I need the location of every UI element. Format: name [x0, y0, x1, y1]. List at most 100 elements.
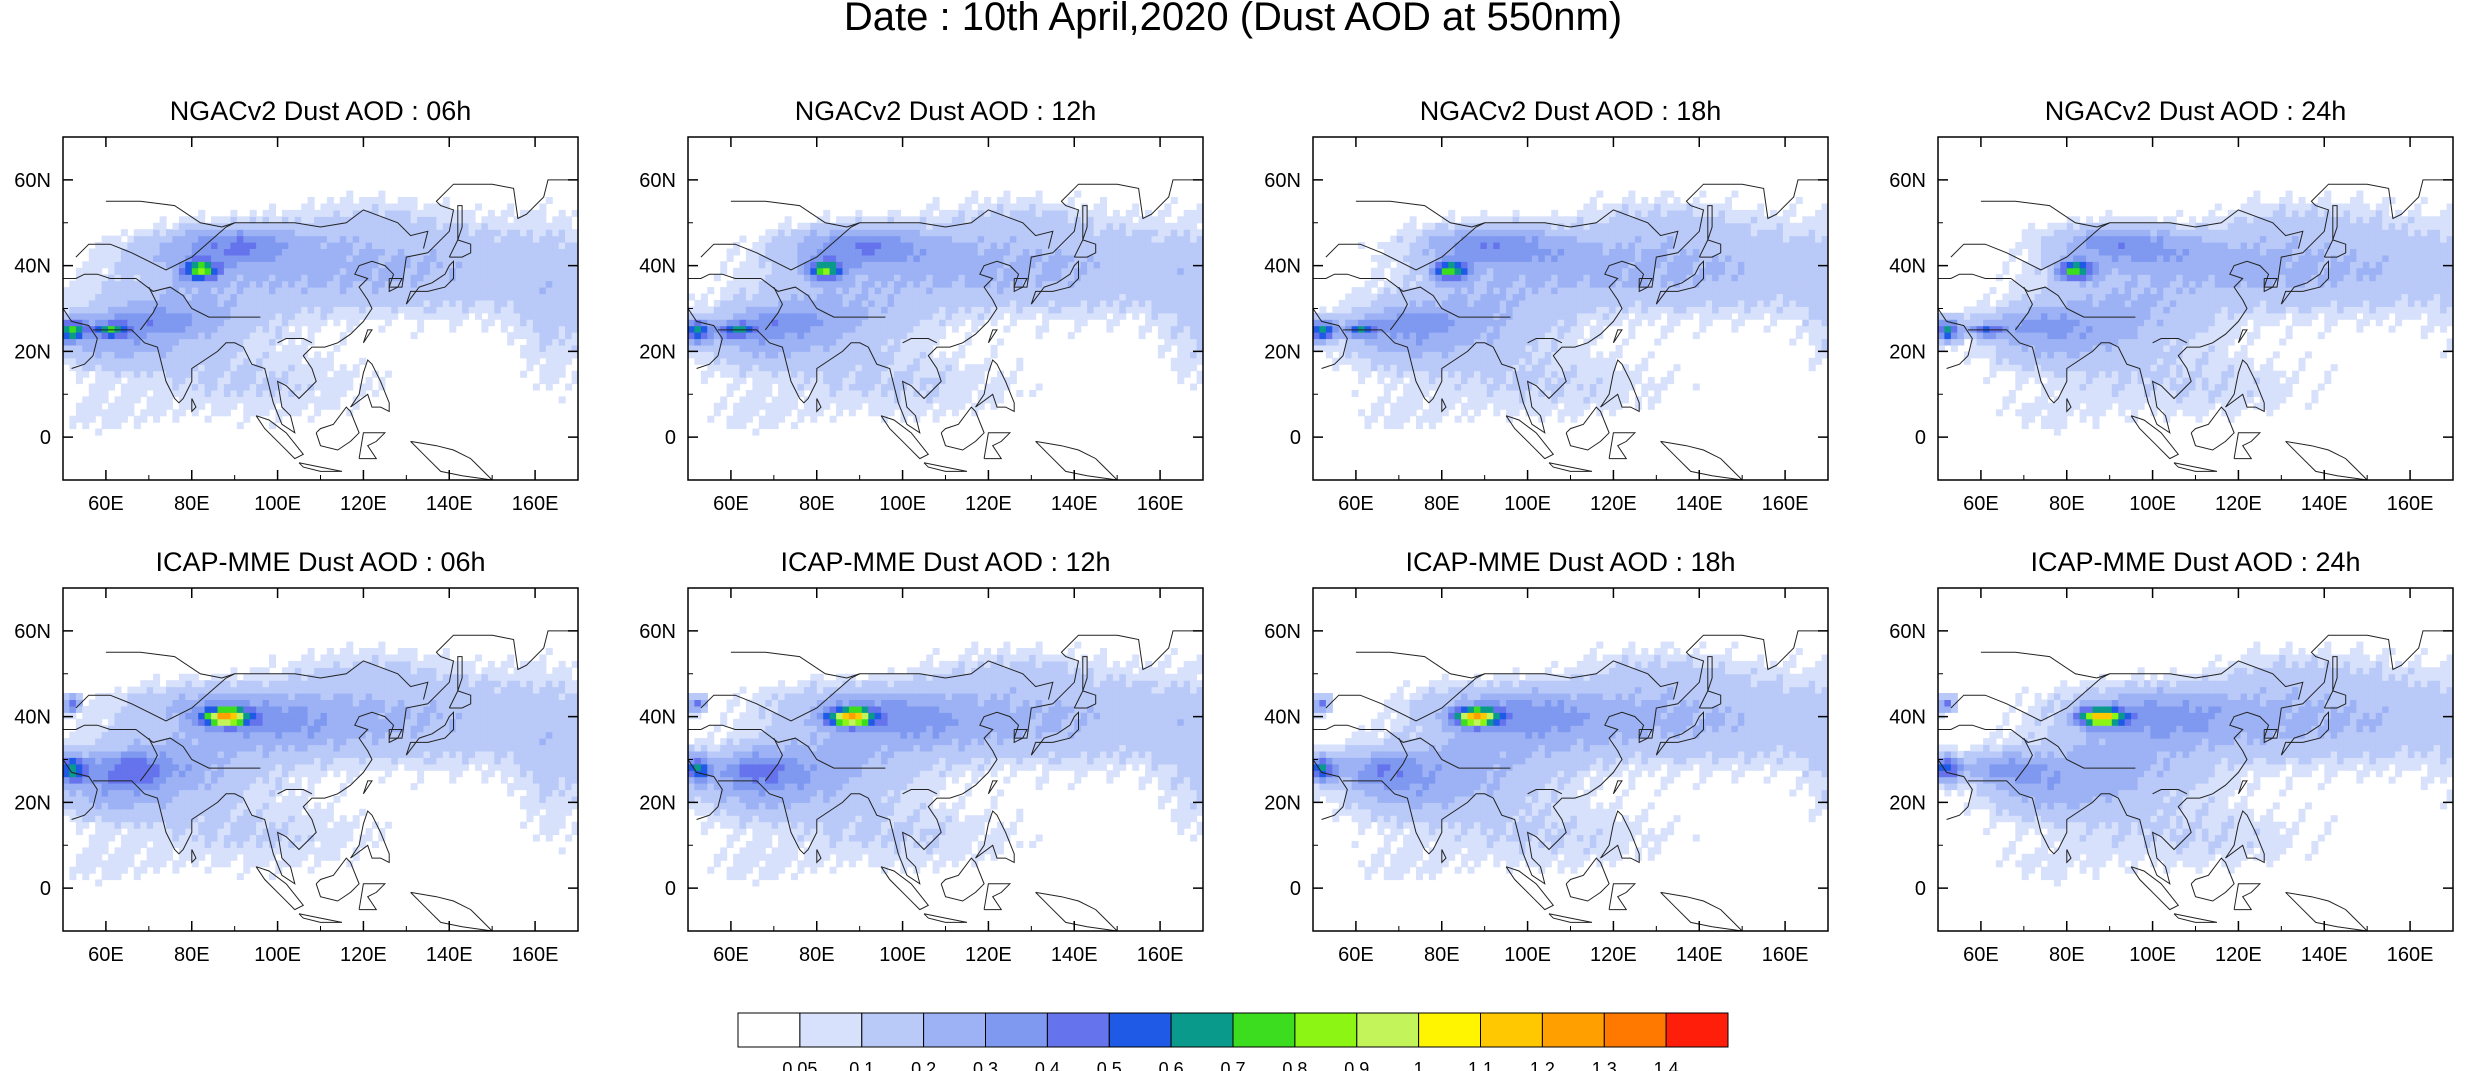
aod-cell — [842, 364, 850, 372]
aod-cell — [500, 254, 508, 262]
aod-cell — [1106, 293, 1114, 301]
aod-cell — [765, 312, 773, 320]
aod-cell — [320, 370, 328, 378]
aod-cell — [333, 370, 341, 378]
aod-cell — [307, 235, 315, 243]
aod-cell — [108, 267, 116, 275]
aod-cell — [887, 267, 895, 275]
aod-cell — [919, 319, 927, 327]
aod-cell — [919, 357, 927, 365]
aod-cell — [442, 222, 450, 230]
aod-cell — [101, 312, 109, 320]
aod-cell — [1531, 357, 1539, 365]
aod-cell — [301, 248, 309, 256]
aod-cell — [945, 402, 953, 410]
aod-cell — [829, 293, 837, 301]
aod-cell — [108, 383, 116, 391]
aod-cell — [1531, 344, 1539, 352]
aod-cell — [900, 325, 908, 333]
aod-cell — [964, 248, 972, 256]
aod-cell — [417, 267, 425, 275]
aod-cell — [700, 332, 708, 340]
aod-cell — [913, 280, 921, 288]
aod-cell — [1016, 203, 1024, 211]
aod-cell — [900, 274, 908, 282]
aod-cell — [571, 332, 578, 340]
aod-cell — [861, 299, 869, 307]
aod-cell — [887, 402, 895, 410]
coastline — [405, 260, 454, 305]
aod-cell — [204, 306, 212, 314]
aod-cell — [108, 402, 116, 410]
aod-cell — [1016, 299, 1024, 307]
aod-cell — [707, 319, 715, 327]
aod-cell — [314, 312, 322, 320]
aod-cell — [1190, 274, 1198, 282]
aod-cell — [159, 396, 167, 404]
aod-cell — [958, 274, 966, 282]
aod-cell — [204, 370, 212, 378]
aod-cell — [900, 229, 908, 237]
aod-cell — [1119, 222, 1127, 230]
aod-cell — [720, 319, 728, 327]
aod-cell — [1151, 216, 1159, 224]
aod-cell — [82, 280, 90, 288]
aod-cell — [894, 229, 901, 237]
aod-cell — [552, 267, 560, 275]
aod-cell — [301, 274, 309, 282]
aod-cell — [442, 216, 450, 224]
aod-cell — [900, 293, 908, 301]
aod-cell — [1506, 377, 1514, 385]
aod-cell — [1512, 390, 1520, 397]
aod-cell — [726, 332, 734, 340]
aod-cell — [1461, 222, 1469, 230]
aod-cell — [198, 357, 206, 365]
aod-cell — [281, 293, 289, 301]
aod-cell — [733, 306, 741, 314]
aod-cell — [243, 254, 251, 262]
aod-cell — [1029, 197, 1037, 204]
aod-cell — [249, 312, 257, 320]
aod-cell — [262, 402, 270, 410]
aod-cell — [951, 222, 959, 230]
aod-cell — [913, 377, 921, 385]
aod-cell — [487, 299, 495, 307]
aod-cell — [352, 402, 360, 410]
aod-cell — [1422, 415, 1430, 423]
aod-cell — [1409, 222, 1417, 230]
aod-cell — [539, 280, 547, 288]
aod-cell — [1467, 229, 1475, 237]
aod-cell — [326, 274, 334, 282]
aod-cell — [803, 261, 811, 269]
aod-cell — [1196, 216, 1203, 224]
aod-cell — [249, 274, 257, 282]
aod-cell — [1403, 319, 1411, 327]
aod-cell — [346, 235, 354, 243]
aod-cell — [230, 325, 238, 333]
aod-cell — [1461, 409, 1469, 417]
aod-cell — [771, 377, 779, 385]
aod-cell — [455, 299, 463, 307]
aod-cell — [372, 299, 379, 307]
aod-cell — [269, 287, 276, 295]
aod-cell — [1016, 248, 1024, 256]
aod-cell — [1461, 344, 1469, 352]
aod-cell — [1132, 274, 1140, 282]
aod-cell — [346, 287, 354, 295]
aod-cell — [919, 254, 927, 262]
aod-cell — [1525, 254, 1533, 262]
aod-cell — [784, 229, 792, 237]
aod-cell — [565, 357, 573, 365]
aod-cell — [816, 267, 824, 275]
aod-cell — [294, 402, 302, 410]
aod-cell — [236, 216, 244, 224]
aod-cell — [314, 383, 322, 391]
aod-cell — [243, 338, 251, 346]
aod-cell — [108, 377, 116, 385]
aod-cell — [874, 364, 882, 372]
aod-cell — [249, 402, 257, 410]
aod-cell — [945, 229, 953, 237]
aod-cell — [223, 396, 231, 404]
aod-cell — [1319, 312, 1327, 320]
aod-cell — [1441, 267, 1449, 275]
